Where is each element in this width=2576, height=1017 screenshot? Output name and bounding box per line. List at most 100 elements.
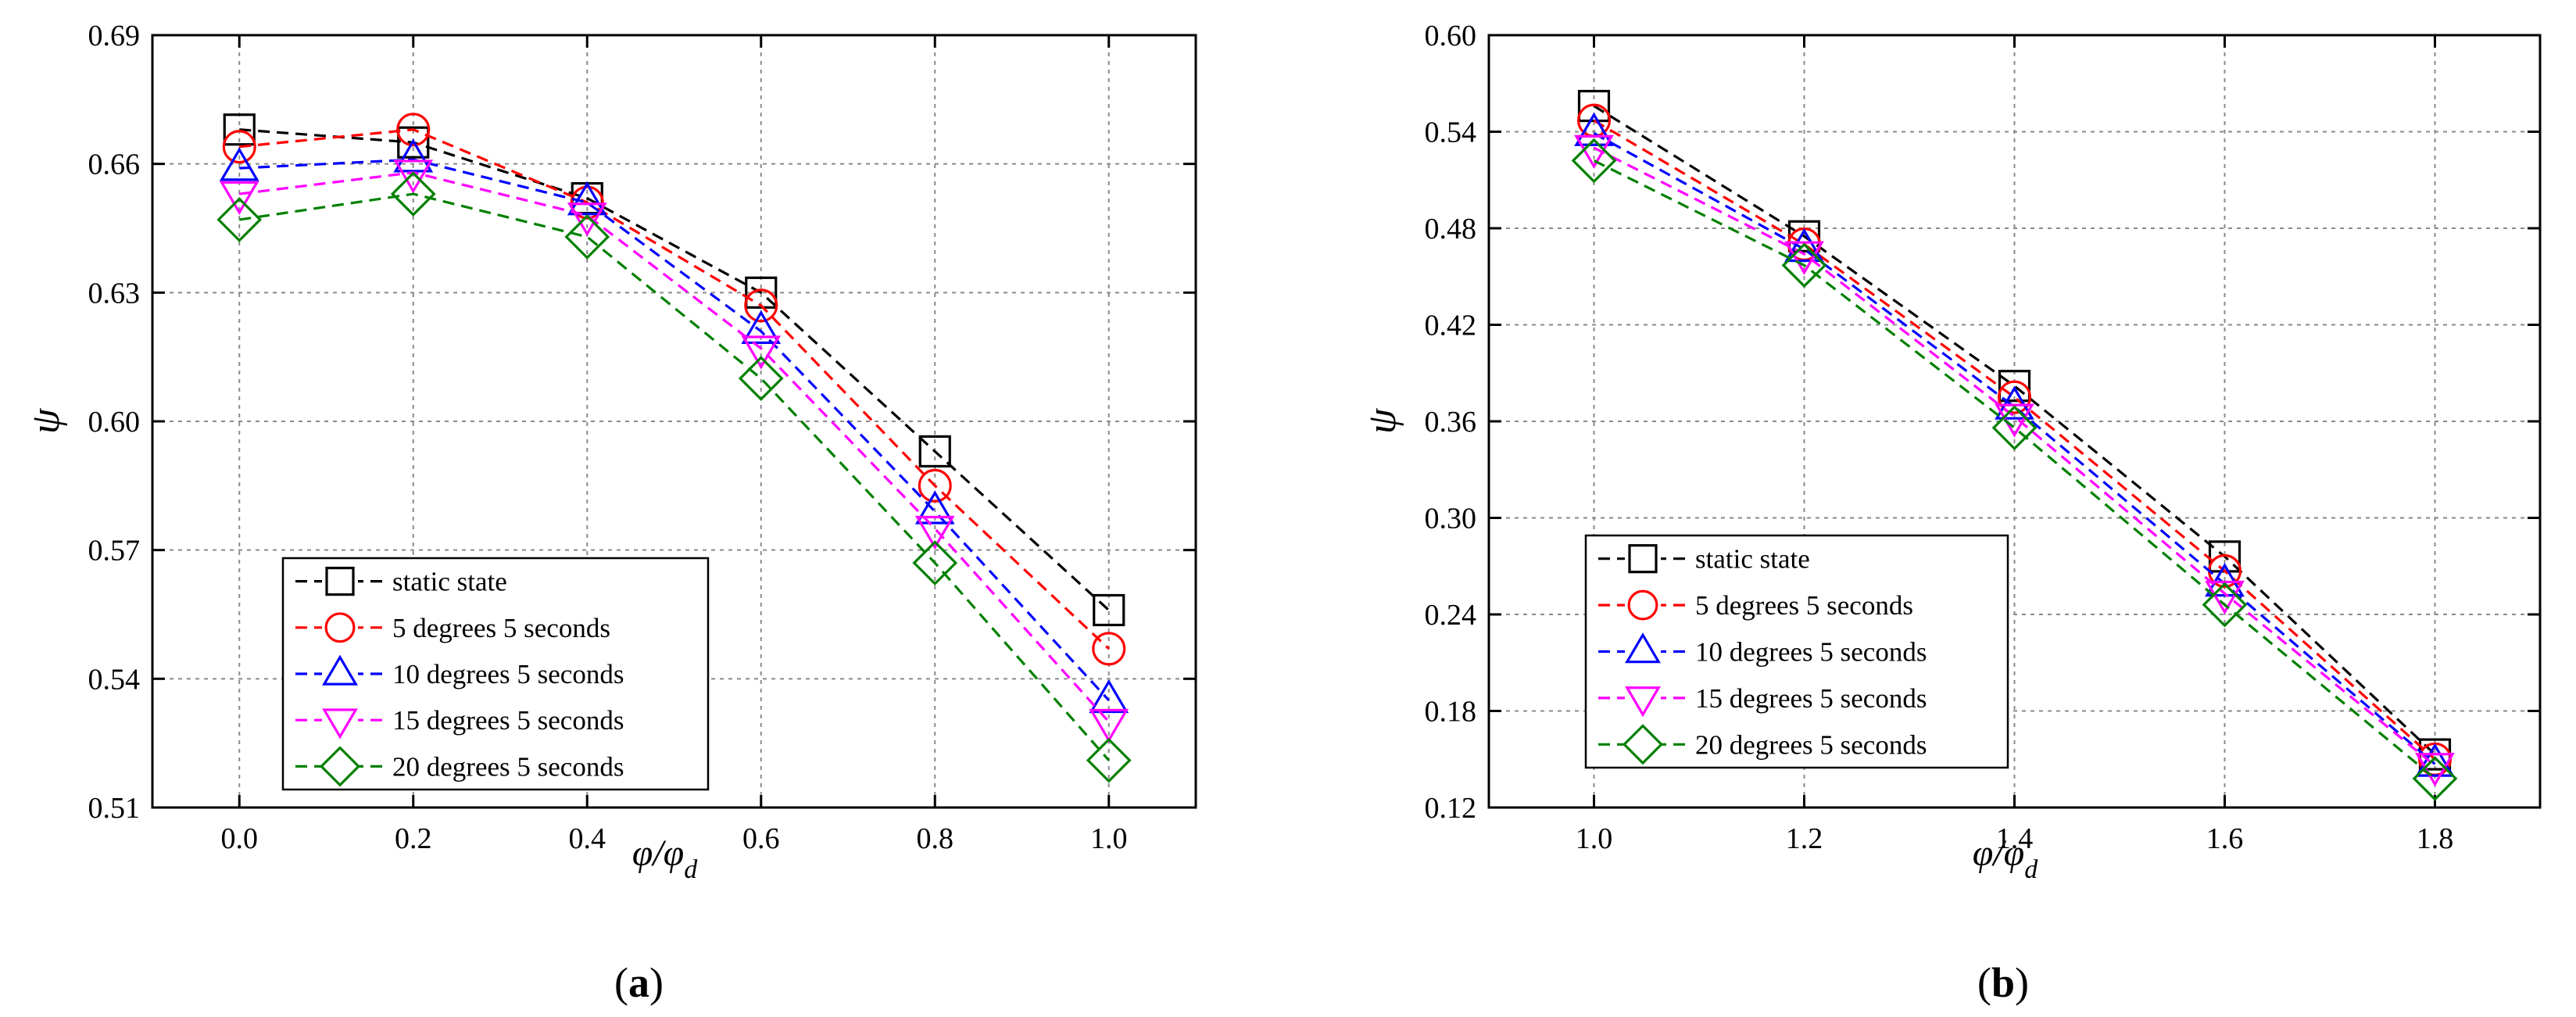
legend-marker bbox=[319, 746, 361, 787]
y-axis-label: ψ bbox=[23, 407, 68, 434]
legend-label: static state bbox=[1695, 544, 1810, 575]
y-tick-label: 0.12 bbox=[1425, 792, 1477, 825]
x-tick-label: 0.8 bbox=[917, 822, 954, 855]
series-d20 bbox=[216, 171, 1132, 783]
x-tick-label: 0.0 bbox=[221, 822, 259, 855]
series-line bbox=[239, 171, 1110, 723]
legend-marker bbox=[322, 708, 358, 739]
data-point bbox=[390, 171, 436, 217]
data-point bbox=[1995, 385, 2034, 420]
data-point bbox=[397, 126, 430, 159]
chart-panel-b: 1.0 1.2 1.4 1.6 1.8 0.12 0.18 0.24 0.30 0.36 0.42 0… bbox=[1360, 20, 2542, 1006]
legend-marker bbox=[324, 612, 356, 643]
legend-entry: 10 degrees 5 seconds bbox=[295, 654, 624, 694]
legend-marker bbox=[1625, 632, 1661, 664]
data-point bbox=[1784, 227, 1824, 263]
legend-marker-bg bbox=[1625, 631, 1661, 672]
x-tick-label: 1.2 bbox=[1786, 822, 1823, 855]
legend-label: 5 degrees 5 seconds bbox=[392, 613, 610, 643]
legend-label: 10 degrees 5 seconds bbox=[392, 659, 624, 689]
x-tick-label: 1.4 bbox=[1996, 822, 2034, 855]
data-point bbox=[914, 490, 955, 525]
series-d5 bbox=[222, 113, 1126, 666]
series-d10 bbox=[1574, 112, 2455, 777]
data-point bbox=[219, 147, 259, 181]
data-point bbox=[393, 138, 434, 173]
legend-marker bbox=[1628, 544, 1658, 574]
legend: static state 5 degrees 5 seconds 10 degree… bbox=[1584, 534, 2009, 769]
data-point bbox=[1089, 708, 1129, 743]
legend-label: static state bbox=[392, 567, 507, 597]
data-point bbox=[912, 540, 958, 585]
x-tick-label: 1.8 bbox=[2417, 822, 2454, 855]
series-d15 bbox=[1574, 134, 2455, 787]
data-point bbox=[570, 185, 604, 220]
legend-marker bbox=[1627, 589, 1658, 621]
y-tick-label: 0.57 bbox=[88, 535, 141, 568]
y-tick-label: 0.18 bbox=[1425, 696, 1477, 729]
legend-entry: static state bbox=[1598, 538, 1810, 579]
data-point bbox=[2205, 580, 2245, 615]
chart-panel-a: 0.0 0.2 0.4 0.6 0.8 1.0 0.51 0.54 0.57 0.60 0.63 0.… bbox=[23, 20, 1197, 1006]
legend-label: 5 degrees 5 seconds bbox=[1695, 590, 1913, 621]
legend-entry: 20 degrees 5 seconds bbox=[295, 746, 624, 787]
series-line bbox=[1593, 119, 2436, 761]
data-point bbox=[564, 214, 610, 260]
grid bbox=[1489, 35, 2540, 808]
legend-marker bbox=[325, 566, 355, 596]
x-tick-label: 0.6 bbox=[742, 822, 780, 855]
data-point bbox=[216, 197, 263, 242]
data-point bbox=[744, 288, 778, 323]
series-d15 bbox=[219, 159, 1129, 743]
y-tick-label: 0.48 bbox=[1425, 213, 1477, 245]
series-line bbox=[1593, 146, 2436, 767]
y-tick-label: 0.54 bbox=[1425, 116, 1477, 149]
y-tick-label: 0.42 bbox=[1425, 310, 1477, 342]
x-tick-label: 1.6 bbox=[2206, 822, 2244, 855]
data-point bbox=[1998, 370, 2031, 403]
legend-label: 15 degrees 5 seconds bbox=[392, 705, 624, 736]
data-point bbox=[1574, 134, 1614, 169]
data-point bbox=[396, 113, 431, 147]
y-tick-label: 0.60 bbox=[1425, 20, 1477, 52]
legend-label: 10 degrees 5 seconds bbox=[1695, 637, 1927, 668]
y-tick-label: 0.51 bbox=[88, 792, 141, 825]
series-line bbox=[1593, 159, 2436, 780]
y-tick-label: 0.30 bbox=[1425, 503, 1477, 535]
data-point bbox=[1997, 380, 2032, 414]
y-tick-label: 0.24 bbox=[1425, 599, 1477, 632]
data-point bbox=[1781, 242, 1827, 288]
panel-label: (b) bbox=[1977, 959, 2029, 1006]
data-point bbox=[918, 435, 951, 468]
data-point bbox=[745, 276, 778, 309]
data-point bbox=[222, 130, 256, 164]
legend-entry: static state bbox=[295, 560, 507, 602]
legend-marker-bg bbox=[322, 654, 358, 694]
data-point bbox=[219, 181, 259, 216]
y-tick-label: 0.36 bbox=[1425, 406, 1477, 439]
legend-entry: 10 degrees 5 seconds bbox=[1598, 631, 1927, 672]
legend-marker-bg bbox=[322, 700, 358, 741]
series-line bbox=[239, 158, 1110, 701]
data-point bbox=[914, 515, 955, 550]
legend-entry: 15 degrees 5 seconds bbox=[295, 700, 624, 741]
legend-marker-bg bbox=[1625, 677, 1661, 718]
y-tick-label: 0.66 bbox=[88, 149, 141, 181]
data-point bbox=[567, 181, 607, 216]
data-point bbox=[2412, 756, 2458, 801]
series-line bbox=[239, 128, 1110, 611]
legend-label: 15 degrees 5 seconds bbox=[1695, 683, 1927, 714]
data-point bbox=[2415, 743, 2455, 777]
legend-entry: 20 degrees 5 seconds bbox=[1598, 724, 1927, 765]
y-tick-label: 0.69 bbox=[88, 20, 141, 52]
data-point bbox=[741, 335, 782, 370]
x-tick-label: 0.4 bbox=[569, 822, 606, 855]
data-point bbox=[1086, 737, 1132, 783]
legend-label: 20 degrees 5 seconds bbox=[1695, 729, 1927, 760]
x-tick-label: 1.0 bbox=[1576, 822, 1613, 855]
legend-entry: 15 degrees 5 seconds bbox=[1598, 677, 1927, 718]
legend-marker-bg bbox=[1625, 724, 1661, 765]
y-tick-label: 0.63 bbox=[88, 277, 141, 310]
series-line bbox=[1593, 105, 2436, 756]
